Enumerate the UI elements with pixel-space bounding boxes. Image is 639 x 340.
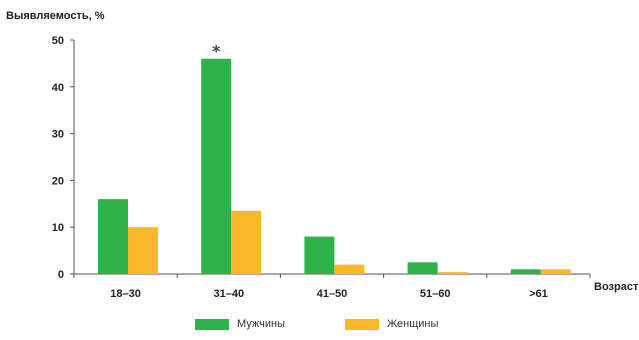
x-tick-label: 41–50 bbox=[317, 288, 348, 300]
bar-women-1 bbox=[231, 210, 262, 274]
bar-men-1 bbox=[201, 58, 232, 274]
legend-item-men: Мужчины bbox=[195, 318, 285, 330]
bar-men-0 bbox=[98, 199, 128, 274]
bar-men-3 bbox=[407, 262, 438, 274]
legend-item-women: Женщины bbox=[345, 318, 438, 330]
y-tick-label: 0 bbox=[58, 269, 64, 281]
bar-women-0 bbox=[128, 227, 158, 274]
y-tick-label: 20 bbox=[52, 175, 64, 187]
legend-swatch-men bbox=[195, 318, 229, 330]
bar-women-3 bbox=[437, 272, 468, 274]
x-tick-label: 18–30 bbox=[110, 288, 141, 300]
bar-men-2 bbox=[304, 236, 335, 274]
legend: Мужчины Женщины bbox=[0, 318, 639, 334]
significance-asterisk: * bbox=[212, 42, 221, 61]
y-tick-label: 40 bbox=[52, 82, 64, 94]
y-axis-title: Выявляемость, % bbox=[6, 10, 105, 22]
bar-women-4 bbox=[540, 269, 571, 274]
x-tick-label: 31–40 bbox=[214, 288, 245, 300]
legend-label-men: Мужчины bbox=[237, 318, 286, 330]
y-tick-label: 30 bbox=[52, 129, 64, 141]
x-tick-label: 51–60 bbox=[420, 288, 451, 300]
y-tick-label: 10 bbox=[52, 222, 64, 234]
bar-men-4 bbox=[510, 269, 541, 274]
y-tick-label: 50 bbox=[52, 35, 64, 47]
x-tick-label: >61 bbox=[529, 288, 548, 300]
bar-women-2 bbox=[334, 264, 365, 274]
x-axis-title: Возраст bbox=[594, 281, 639, 293]
legend-label-women: Женщины bbox=[387, 318, 439, 330]
legend-swatch-women bbox=[345, 318, 379, 330]
